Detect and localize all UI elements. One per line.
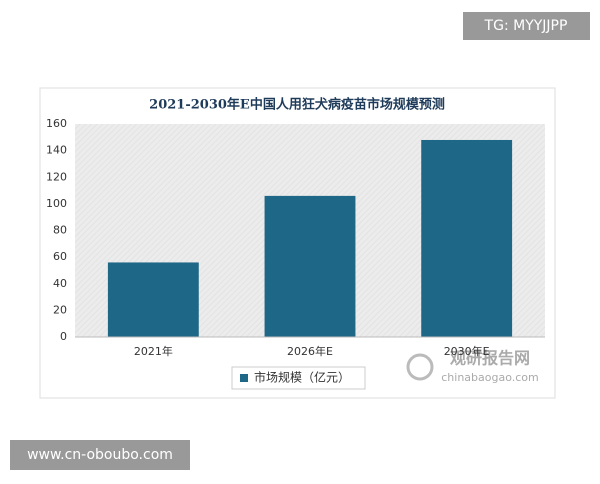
watermark-text: www.cn-oboubo.com [27, 447, 173, 463]
y-tick-label: 120 [46, 170, 67, 183]
y-tick-label: 40 [53, 277, 67, 290]
y-tick-label: 60 [53, 250, 67, 263]
legend-label: 市场规模（亿元） [254, 370, 350, 385]
watermark-box [10, 440, 190, 470]
bar [264, 195, 356, 337]
y-tick-label: 20 [53, 303, 67, 316]
bar [421, 139, 513, 337]
y-tick-label: 160 [46, 117, 67, 130]
x-tick-label: 2026年E [287, 344, 333, 358]
watermark-text: TG: MYYJJPP [484, 18, 568, 34]
y-tick-label: 0 [60, 330, 67, 343]
logo-icon [406, 353, 434, 381]
chart-title: 2021-2030年E中国人用狂犬病疫苗市场规模预测 [149, 97, 445, 113]
legend-swatch [240, 374, 248, 382]
y-tick-label: 100 [46, 197, 67, 210]
x-tick-label: 2030年E [444, 344, 490, 358]
y-tick-label: 80 [53, 224, 67, 237]
logo-name: 观研报告网 [450, 349, 530, 368]
logo-url: chinabaogao.com [441, 371, 539, 384]
watermark-box [463, 12, 590, 40]
x-tick-label: 2021年 [134, 344, 173, 358]
y-tick-label: 140 [46, 144, 67, 157]
legend-box [231, 366, 366, 390]
bar [107, 262, 199, 337]
